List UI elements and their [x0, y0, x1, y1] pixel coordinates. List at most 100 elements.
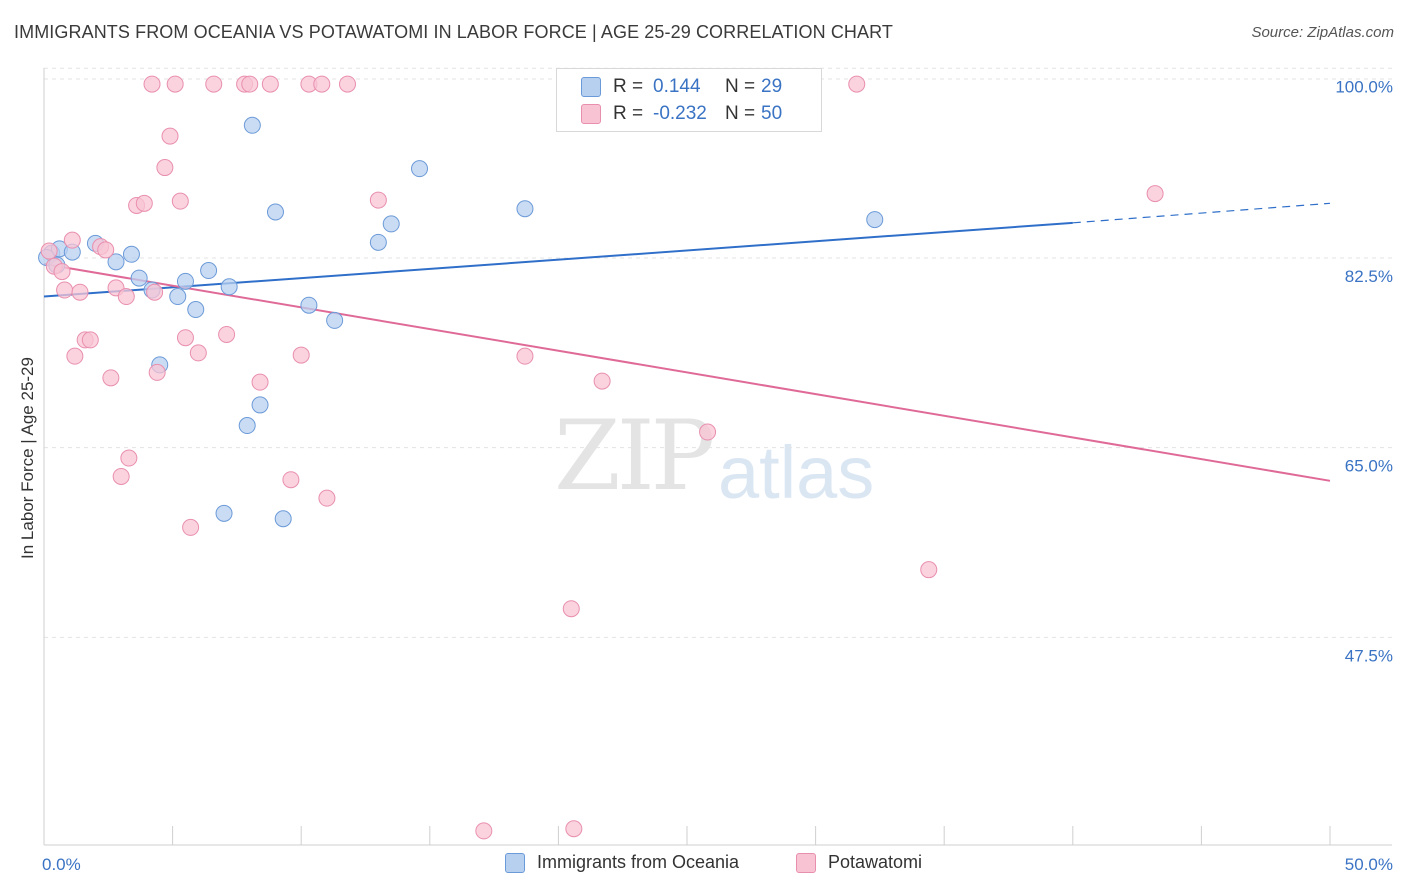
y-tick-label: 65.0%: [1345, 457, 1393, 476]
stats-row-oceania: R = 0.144 N = 29: [581, 75, 782, 99]
potawatomi-point: [117, 288, 135, 306]
oceania-point: [266, 203, 284, 221]
potawatomi-point: [251, 373, 269, 391]
potawatomi-legend-swatch: [796, 852, 816, 873]
potawatomi-point: [120, 449, 138, 467]
r-label: R =: [613, 103, 644, 124]
data-points: [38, 75, 1164, 840]
potawatomi-point: [562, 600, 580, 618]
potawatomi-point: [516, 347, 534, 365]
axes: [43, 68, 1392, 846]
chart-source: Source: ZipAtlas.com: [1251, 24, 1394, 41]
potawatomi-point: [292, 346, 310, 364]
potawatomi-point: [189, 344, 207, 362]
stats-row-potawatomi: R = -0.232 N = 50: [581, 102, 782, 126]
oceania-point: [130, 269, 148, 287]
oceania-point: [176, 272, 194, 290]
oceania-point: [220, 278, 238, 296]
oceania-point: [200, 262, 218, 280]
potawatomi-point: [261, 75, 279, 93]
potawatomi-point: [848, 75, 866, 93]
oceania-point: [107, 253, 125, 271]
oceania-trend-extension: [1072, 202, 1331, 224]
oceania-point: [866, 211, 884, 229]
potawatomi-point: [475, 822, 493, 840]
oceania-trend-line: [43, 221, 1073, 298]
x-tick-label: 0.0%: [42, 855, 81, 874]
oceania-legend-swatch: [505, 852, 525, 873]
stats-legend: R = 0.144 N = 29 R = -0.232 N = 50: [556, 68, 822, 132]
potawatomi-point: [71, 283, 89, 301]
potawatomi-swatch: [581, 104, 601, 124]
potawatomi-point: [1146, 185, 1164, 203]
legend-item-potawatomi[interactable]: Potawatomi: [796, 852, 922, 873]
watermark-zip: ZIP: [554, 400, 715, 512]
y-tick-label: 82.5%: [1345, 267, 1393, 286]
potawatomi-point: [63, 231, 81, 249]
potawatomi-point: [135, 194, 153, 212]
n-value: 29: [761, 76, 783, 97]
watermark-atlas: atlas: [718, 431, 875, 514]
legend-label-oceania: Immigrants from Oceania: [537, 852, 740, 872]
potawatomi-point: [338, 75, 356, 93]
potawatomi-point: [218, 325, 236, 343]
y-tick-label: 100.0%: [1335, 77, 1393, 96]
potawatomi-point: [102, 369, 120, 387]
potawatomi-point: [156, 159, 174, 177]
potawatomi-point: [699, 423, 717, 441]
oceania-point: [382, 215, 400, 233]
potawatomi-point: [166, 75, 184, 93]
potawatomi-point: [53, 263, 71, 281]
oceania-point: [369, 233, 387, 251]
potawatomi-trend-line: [43, 263, 1331, 482]
oceania-point: [411, 160, 429, 178]
potawatomi-point: [176, 329, 194, 347]
oceania-point: [516, 200, 534, 218]
oceania-point: [187, 301, 205, 319]
potawatomi-point: [920, 561, 938, 579]
r-label: R =: [613, 76, 644, 97]
potawatomi-point: [40, 242, 58, 260]
oceania-point: [122, 245, 140, 263]
oceania-point: [238, 417, 256, 435]
oceania-point: [300, 296, 318, 314]
oceania-swatch: [581, 77, 601, 97]
oceania-point: [251, 396, 269, 414]
potawatomi-point: [369, 191, 387, 209]
potawatomi-point: [565, 820, 583, 838]
potawatomi-point: [205, 75, 223, 93]
grid-lines: [44, 67, 1392, 638]
r-value: -0.232: [653, 103, 707, 124]
legend-item-oceania[interactable]: Immigrants from Oceania: [505, 852, 739, 873]
potawatomi-point: [318, 489, 336, 507]
potawatomi-point: [593, 372, 611, 390]
potawatomi-point: [81, 331, 99, 349]
legend-label-potawatomi: Potawatomi: [828, 852, 923, 872]
oceania-point: [326, 311, 344, 329]
potawatomi-point: [282, 471, 300, 489]
potawatomi-point: [241, 75, 259, 93]
chart-title: IMMIGRANTS FROM OCEANIA VS POTAWATOMI IN…: [14, 22, 894, 42]
oceania-point: [243, 116, 261, 134]
oceania-point: [169, 288, 187, 306]
potawatomi-point: [182, 518, 200, 536]
y-axis-label: In Labor Force | Age 25-29: [18, 357, 37, 559]
n-value: 50: [761, 103, 783, 124]
series-legend: Immigrants from Oceania Potawatomi: [0, 852, 1406, 876]
oceania-point: [215, 504, 233, 522]
potawatomi-point: [161, 127, 179, 145]
potawatomi-point: [313, 75, 331, 93]
potawatomi-point: [56, 281, 74, 299]
y-tick-label: 47.5%: [1345, 646, 1393, 665]
n-label: N =: [725, 103, 756, 124]
potawatomi-point: [148, 363, 166, 381]
x-tick-label: 50.0%: [1345, 855, 1393, 874]
trend-lines: [43, 202, 1331, 482]
tick-labels: 100.0% 82.5% 65.0% 47.5% 0.0% 50.0%: [42, 77, 1393, 874]
potawatomi-point: [146, 283, 164, 301]
oceania-point: [274, 510, 292, 528]
potawatomi-point: [66, 347, 84, 365]
potawatomi-point: [171, 192, 189, 210]
potawatomi-point: [143, 75, 161, 93]
